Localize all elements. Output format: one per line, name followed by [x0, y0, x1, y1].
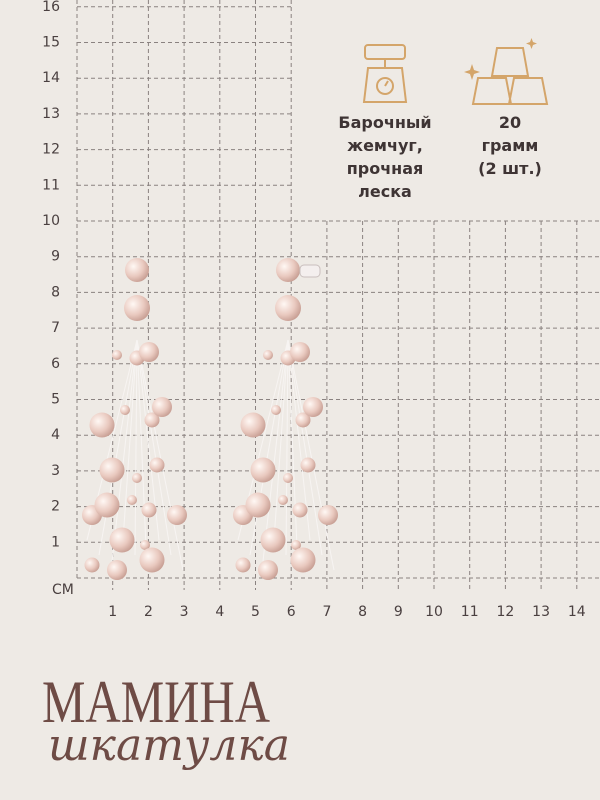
features: Барочный жемчуг, прочная леска 20 грамм (2 шт.…	[338, 113, 541, 201]
y-tick-label: 16	[42, 0, 60, 15]
earrings-photo	[82, 258, 338, 580]
pearl	[141, 502, 157, 518]
pearl	[260, 527, 286, 553]
x-tick-label: 13	[532, 604, 550, 620]
pearl	[263, 350, 273, 360]
pearl	[295, 412, 311, 428]
pearl	[290, 547, 316, 573]
x-tick-label: 9	[394, 604, 403, 620]
feature-line: 20	[499, 113, 521, 132]
thread	[287, 339, 335, 571]
x-tick-label: 11	[461, 604, 479, 620]
y-tick-label: 11	[42, 177, 60, 193]
pearl	[127, 495, 137, 505]
y-tick-label: 15	[42, 35, 60, 51]
x-tick-label: 12	[496, 604, 514, 620]
pearl	[144, 412, 160, 428]
feature-line: грамм	[482, 136, 539, 155]
pearl	[240, 412, 266, 438]
thread	[122, 339, 138, 541]
pearl	[149, 457, 165, 473]
y-tick-label: 4	[51, 427, 60, 443]
feature-line: Барочный	[338, 113, 431, 132]
pearl	[291, 540, 301, 550]
pearl	[132, 473, 142, 483]
feature-line: леска	[358, 182, 412, 201]
pearl	[245, 492, 271, 518]
pearl	[235, 557, 251, 573]
pearl	[139, 547, 165, 573]
pearl	[112, 350, 122, 360]
thread	[287, 339, 323, 556]
thread	[136, 339, 184, 571]
pearl	[84, 557, 100, 573]
pearl	[152, 397, 172, 417]
x-tick-label: 5	[251, 604, 260, 620]
thread	[98, 339, 138, 556]
pearl	[139, 342, 159, 362]
y-tick-label: 1	[51, 534, 60, 550]
pearl	[258, 560, 278, 580]
scale-icon	[362, 44, 408, 103]
y-tick-label: 13	[42, 106, 60, 122]
y-tick-label: 10	[42, 213, 60, 229]
pearl	[318, 505, 338, 525]
y-tick-label: 9	[51, 249, 60, 265]
pearl	[290, 342, 310, 362]
x-tick-label: 10	[425, 604, 443, 620]
x-tick-label: 14	[568, 604, 586, 620]
gold-icon	[464, 38, 549, 105]
pearl	[292, 502, 308, 518]
thread	[136, 339, 172, 556]
pearl	[300, 457, 316, 473]
feature-line: жемчуг,	[347, 136, 423, 155]
brand-title: МАМИНА	[42, 669, 270, 735]
feature-line: прочная	[347, 159, 424, 178]
pearl	[283, 473, 293, 483]
brand-subtitle: шкатулка	[48, 720, 290, 771]
pearl	[109, 527, 135, 553]
pearl	[120, 405, 130, 415]
y-tick-label: 2	[51, 499, 60, 515]
x-tick-label: 6	[287, 604, 296, 620]
pearl	[124, 295, 150, 321]
pearl	[276, 258, 300, 282]
pearl	[250, 457, 276, 483]
thread	[136, 339, 148, 571]
y-tick-label: 3	[51, 463, 60, 479]
thread	[134, 339, 138, 556]
pearl	[271, 405, 281, 415]
y-tick-label: 5	[51, 392, 60, 408]
pearl	[275, 295, 301, 321]
earring-back	[299, 264, 321, 278]
x-tick-label: 4	[215, 604, 224, 620]
pearl	[89, 412, 115, 438]
y-tick-label: 6	[51, 356, 60, 372]
y-tick-label: 12	[42, 142, 60, 158]
y-tick-label: 8	[51, 284, 60, 300]
unit-label: СМ	[52, 582, 74, 598]
thread	[249, 339, 289, 556]
thread	[287, 339, 299, 571]
pearl	[167, 505, 187, 525]
x-tick-label: 7	[322, 604, 331, 620]
pearl	[140, 540, 150, 550]
y-tick-label: 7	[51, 320, 60, 336]
x-tick-label: 8	[358, 604, 367, 620]
thread	[285, 339, 289, 556]
x-tick-label: 1	[108, 604, 117, 620]
pearl	[99, 457, 125, 483]
y-tick-label: 14	[42, 70, 60, 86]
thread	[273, 339, 289, 541]
pearl	[125, 258, 149, 282]
pearl	[278, 495, 288, 505]
x-tick-label: 2	[144, 604, 153, 620]
pearl	[303, 397, 323, 417]
feature-line: (2 шт.)	[478, 159, 542, 178]
x-tick-label: 3	[180, 604, 189, 620]
pearl	[107, 560, 127, 580]
pearl	[94, 492, 120, 518]
